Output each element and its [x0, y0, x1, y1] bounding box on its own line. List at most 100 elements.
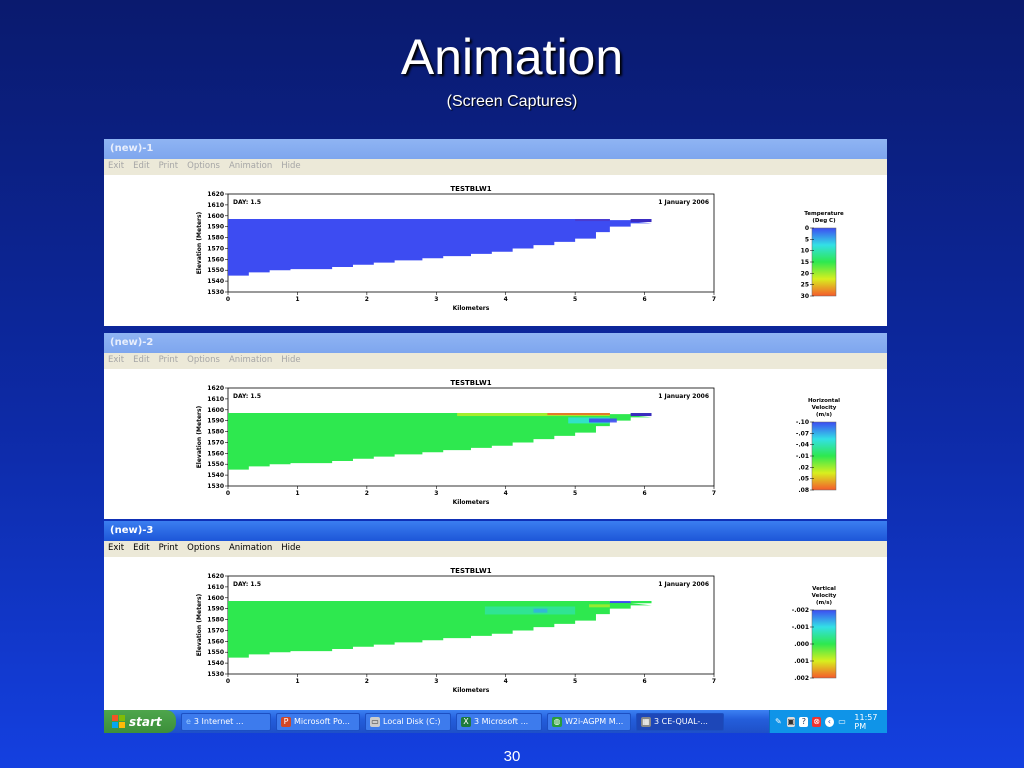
- y-tick-label: 1600: [207, 213, 224, 220]
- x-axis-label: Kilometers: [453, 499, 490, 506]
- chevron-left-icon[interactable]: ‹: [824, 716, 834, 727]
- y-tick-label: 1550: [207, 461, 224, 468]
- y-tick-label: 1560: [207, 638, 224, 645]
- legend-label: 0: [805, 225, 809, 232]
- x-tick-label: 7: [712, 490, 716, 497]
- x-tick-label: 3: [434, 678, 438, 685]
- pen-icon[interactable]: ✎: [775, 716, 782, 726]
- network-icon[interactable]: ▣: [786, 716, 796, 727]
- y-tick-label: 1620: [207, 191, 224, 198]
- start-button[interactable]: start: [104, 710, 176, 733]
- y-tick-label: 1560: [207, 450, 224, 457]
- y-tick-label: 1600: [207, 595, 224, 602]
- legend-label: -.04: [796, 442, 809, 449]
- legend-label: 10: [801, 248, 809, 255]
- window-title-bar[interactable]: (new)-1: [104, 139, 887, 159]
- taskbar-item-powerpoint[interactable]: P Microsoft Po...: [276, 712, 360, 731]
- plot-title: TESTBLW1: [450, 567, 491, 575]
- taskbar-item-local-disk[interactable]: ▭ Local Disk (C:): [365, 712, 451, 731]
- menu-hide[interactable]: Hide: [281, 355, 301, 365]
- menu-print[interactable]: Print: [158, 161, 179, 171]
- x-tick-label: 0: [226, 678, 230, 685]
- y-tick-label: 1580: [207, 235, 224, 242]
- y-tick-label: 1570: [207, 245, 224, 252]
- menu-bar: Exit Edit Print Options Animation Hide: [104, 541, 887, 557]
- plot-area: TESTBLW1 DAY: 1.5 1 January 2006 1620 1610 16…: [104, 175, 887, 326]
- powerpoint-icon: P: [281, 716, 291, 727]
- menu-animation[interactable]: Animation: [228, 355, 273, 365]
- legend-label: .02: [798, 464, 809, 471]
- y-tick-label: 1550: [207, 649, 224, 656]
- legend-label: -.07: [796, 430, 809, 437]
- legend-label: .002: [794, 675, 809, 682]
- x-tick-label: 0: [226, 296, 230, 303]
- help-icon[interactable]: ?: [799, 716, 809, 727]
- surface-cell: [630, 219, 652, 223]
- menu-bar: Exit Edit Print Options Animation Hide: [104, 159, 887, 175]
- legend-title: Temperature: [804, 211, 844, 217]
- x-tick-label: 1: [295, 678, 299, 685]
- legend-label: -.01: [796, 453, 809, 460]
- legend-label: 15: [801, 259, 809, 266]
- x-tick-label: 4: [504, 296, 508, 303]
- plot-window-1: (new)-1 Exit Edit Print Options Animatio…: [104, 139, 887, 326]
- upwelling-zone: [484, 606, 576, 615]
- menu-edit[interactable]: Edit: [133, 543, 150, 553]
- menu-options[interactable]: Options: [187, 355, 220, 365]
- y-tick-label: 1580: [207, 429, 224, 436]
- y-axis-label: Elevation (Meters): [196, 593, 203, 656]
- legend-label: -.001: [792, 624, 809, 631]
- plot-window-2: (new)-2 Exit Edit Print Options Animatio…: [104, 333, 887, 519]
- y-tick-label: 1560: [207, 256, 224, 263]
- menu-options[interactable]: Options: [187, 161, 220, 171]
- slide-subtitle: (Screen Captures): [446, 93, 578, 110]
- x-tick-label: 3: [434, 296, 438, 303]
- menu-options[interactable]: Options: [187, 543, 220, 553]
- menu-hide[interactable]: Hide: [281, 543, 301, 553]
- surface-cell: [630, 413, 652, 417]
- menu-animation[interactable]: Animation: [228, 161, 273, 171]
- menu-hide[interactable]: Hide: [281, 161, 301, 171]
- window-title-bar[interactable]: (new)-2: [104, 333, 887, 353]
- x-axis-label: Kilometers: [453, 305, 490, 312]
- menu-bar: Exit Edit Print Options Animation Hide: [104, 353, 887, 369]
- legend-title: Horizontal: [808, 398, 840, 404]
- y-tick-label: 1540: [207, 660, 224, 667]
- y-tick-label: 1610: [207, 584, 224, 591]
- y-axis-label: Elevation (Meters): [196, 405, 203, 468]
- menu-exit[interactable]: Exit: [108, 355, 125, 365]
- drive-icon: ▭: [370, 716, 380, 727]
- menu-print[interactable]: Print: [158, 543, 179, 553]
- legend-label: 30: [801, 293, 809, 300]
- y-tick-label: 1570: [207, 627, 224, 634]
- legend-label: .000: [794, 641, 809, 648]
- y-tick-label: 1580: [207, 617, 224, 624]
- plot-window-3: (new)-3 Exit Edit Print Options Animatio…: [104, 521, 887, 710]
- menu-edit[interactable]: Edit: [133, 161, 150, 171]
- surface-fast-band: [547, 413, 610, 416]
- y-tick-label: 1530: [207, 483, 224, 490]
- system-tray: ✎ ▣ ? ⊗ ‹ ▭ 11:57 PM: [769, 710, 887, 733]
- security-icon[interactable]: ⊗: [812, 716, 821, 727]
- date-label: 1 January 2006: [658, 581, 709, 588]
- surface-flow-band: [457, 413, 610, 417]
- menu-edit[interactable]: Edit: [133, 355, 150, 365]
- x-tick-label: 0: [226, 490, 230, 497]
- x-tick-label: 4: [504, 678, 508, 685]
- menu-exit[interactable]: Exit: [108, 161, 125, 171]
- legend-label: -.10: [796, 419, 809, 426]
- taskbar-item-w2i[interactable]: ◍ W2i-AGPM M...: [547, 712, 631, 731]
- windows-logo-icon: [112, 715, 125, 728]
- window-title-bar[interactable]: (new)-3: [104, 521, 887, 541]
- monitor-icon[interactable]: ▭: [838, 716, 846, 726]
- taskbar-item-ce-qual[interactable]: ▦ 3 CE-QUAL-...: [636, 712, 724, 731]
- menu-exit[interactable]: Exit: [108, 543, 125, 553]
- menu-print[interactable]: Print: [158, 355, 179, 365]
- menu-animation[interactable]: Animation: [228, 543, 273, 553]
- water-body: [228, 601, 652, 664]
